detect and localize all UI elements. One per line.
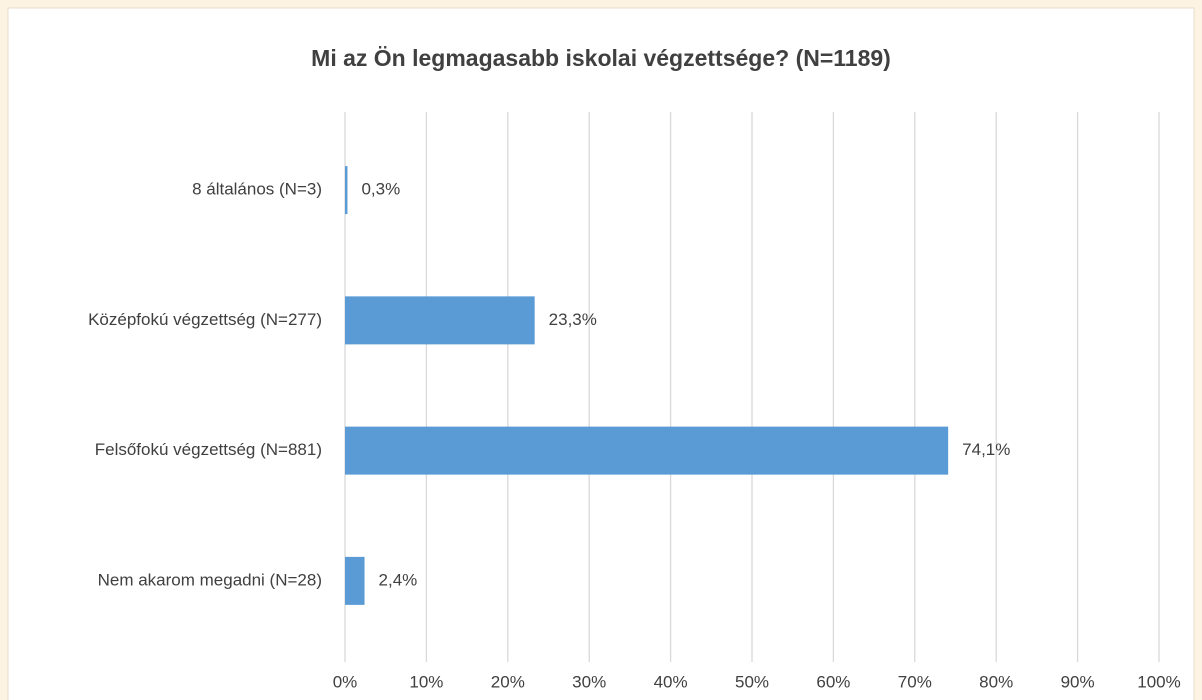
x-tick-label: 60% [816,672,850,691]
x-tick-label: 0% [333,672,358,691]
y-tick-label: Középfokú végzettség (N=277) [88,310,322,329]
bar [345,556,365,605]
y-tick-label: 8 általános (N=3) [192,180,322,199]
x-tick-label: 90% [1061,672,1095,691]
y-tick-label: Felsőfokú végzettség (N=881) [95,440,322,459]
x-tick-label: 70% [898,672,932,691]
x-tick-label: 80% [979,672,1013,691]
data-label: 0,3% [361,180,400,199]
x-tick-label: 100% [1137,672,1180,691]
bar [345,166,348,215]
x-tick-label: 20% [491,672,525,691]
chart-title: Mi az Ön legmagasabb iskolai végzettsége… [311,45,891,71]
x-tick-label: 10% [409,672,443,691]
data-label: 23,3% [549,310,597,329]
bar [345,296,535,345]
y-tick-label: Nem akarom megadni (N=28) [98,570,322,589]
x-tick-label: 30% [572,672,606,691]
data-label: 2,4% [379,570,418,589]
bar [345,426,949,475]
x-tick-label: 40% [654,672,688,691]
data-label: 74,1% [962,440,1010,459]
x-tick-label: 50% [735,672,769,691]
chart-area [7,7,1195,700]
